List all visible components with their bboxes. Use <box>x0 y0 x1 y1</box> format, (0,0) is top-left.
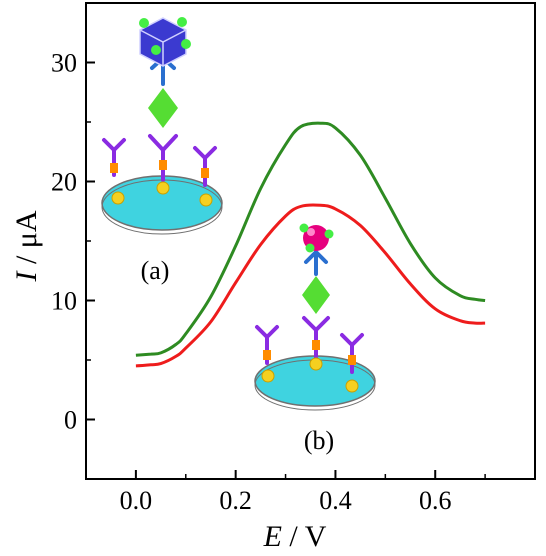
tick-labels: 0.0 0.2 0.4 0.6 0 10 20 30 <box>51 49 451 516</box>
gold-nanoparticle <box>111 191 125 205</box>
x-tick-label: 0.4 <box>319 486 352 515</box>
cube-label-a <box>139 17 191 67</box>
capture-antibody-b2 <box>302 316 330 360</box>
sphere-label-b <box>299 223 334 253</box>
y-tick-label: 0 <box>64 406 77 435</box>
label-b: (b) <box>304 426 334 455</box>
label-a: (a) <box>141 256 170 285</box>
capture-antibody-b3 <box>340 333 364 374</box>
capture-antibody-a3 <box>193 146 217 187</box>
series-line-1 <box>135 121 486 357</box>
capture-antibody-b1 <box>255 325 279 365</box>
gold-nanoparticle <box>345 379 359 393</box>
antigen-b <box>302 276 330 314</box>
inset-a-diagram: (a) <box>101 17 223 285</box>
x-tick-label: 0.2 <box>219 486 252 515</box>
gold-nanoparticle <box>309 357 323 371</box>
series-line-2 <box>135 203 486 368</box>
capture-antibody-a2 <box>148 134 178 182</box>
y-axis-title: I / μA <box>10 210 43 282</box>
series-layer <box>135 121 486 368</box>
x-axis-title: E / V <box>263 520 327 553</box>
detection-antibody-b <box>304 250 328 276</box>
x-tick-label: 0.0 <box>120 486 153 515</box>
gold-nanoparticle <box>261 369 275 383</box>
x-tick-label: 0.6 <box>419 486 452 515</box>
gold-nanoparticle <box>199 193 213 207</box>
antigen-a <box>148 88 178 128</box>
y-tick-label: 20 <box>51 168 77 197</box>
y-tick-label: 30 <box>51 49 77 78</box>
tick-marks <box>85 2 486 480</box>
inset-b-diagram: (b) <box>254 223 376 455</box>
gold-nanoparticle <box>156 181 170 195</box>
capture-antibody-a1 <box>102 138 126 177</box>
y-tick-label: 10 <box>51 287 77 316</box>
